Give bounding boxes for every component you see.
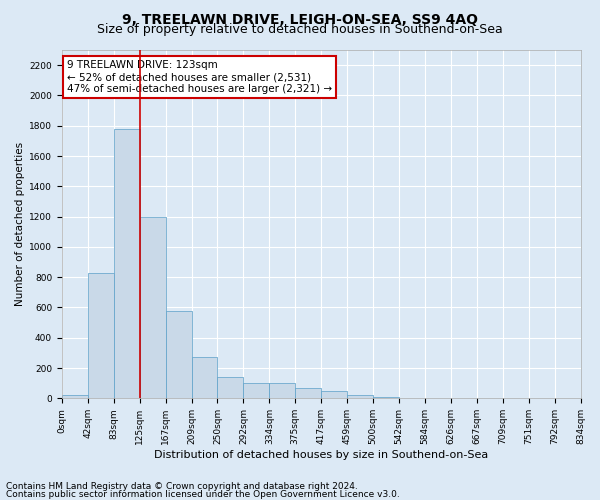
Bar (347, 396, 373, 398)
X-axis label: Distribution of detached houses by size in Southend-on-Sea: Distribution of detached houses by size … (154, 450, 488, 460)
Bar (295, 388, 321, 398)
Text: 9 TREELAWN DRIVE: 123sqm
← 52% of detached houses are smaller (2,531)
47% of sem: 9 TREELAWN DRIVE: 123sqm ← 52% of detach… (67, 60, 332, 94)
Text: Contains HM Land Registry data © Crown copyright and database right 2024.: Contains HM Land Registry data © Crown c… (6, 482, 358, 491)
Bar (62, 396, 88, 398)
Bar (269, 383, 295, 398)
Bar (191, 358, 217, 399)
Bar (140, 216, 166, 398)
Bar (373, 397, 399, 398)
Text: Contains public sector information licensed under the Open Government Licence v3: Contains public sector information licen… (6, 490, 400, 499)
Bar (114, 129, 140, 398)
Y-axis label: Number of detached properties: Number of detached properties (15, 142, 25, 306)
Bar (217, 377, 244, 398)
Text: 9, TREELAWN DRIVE, LEIGH-ON-SEA, SS9 4AQ: 9, TREELAWN DRIVE, LEIGH-ON-SEA, SS9 4AQ (122, 12, 478, 26)
Bar (88, 272, 114, 398)
Bar (244, 383, 269, 398)
Text: Size of property relative to detached houses in Southend-on-Sea: Size of property relative to detached ho… (97, 22, 503, 36)
Bar (321, 391, 347, 398)
Bar (166, 310, 191, 398)
